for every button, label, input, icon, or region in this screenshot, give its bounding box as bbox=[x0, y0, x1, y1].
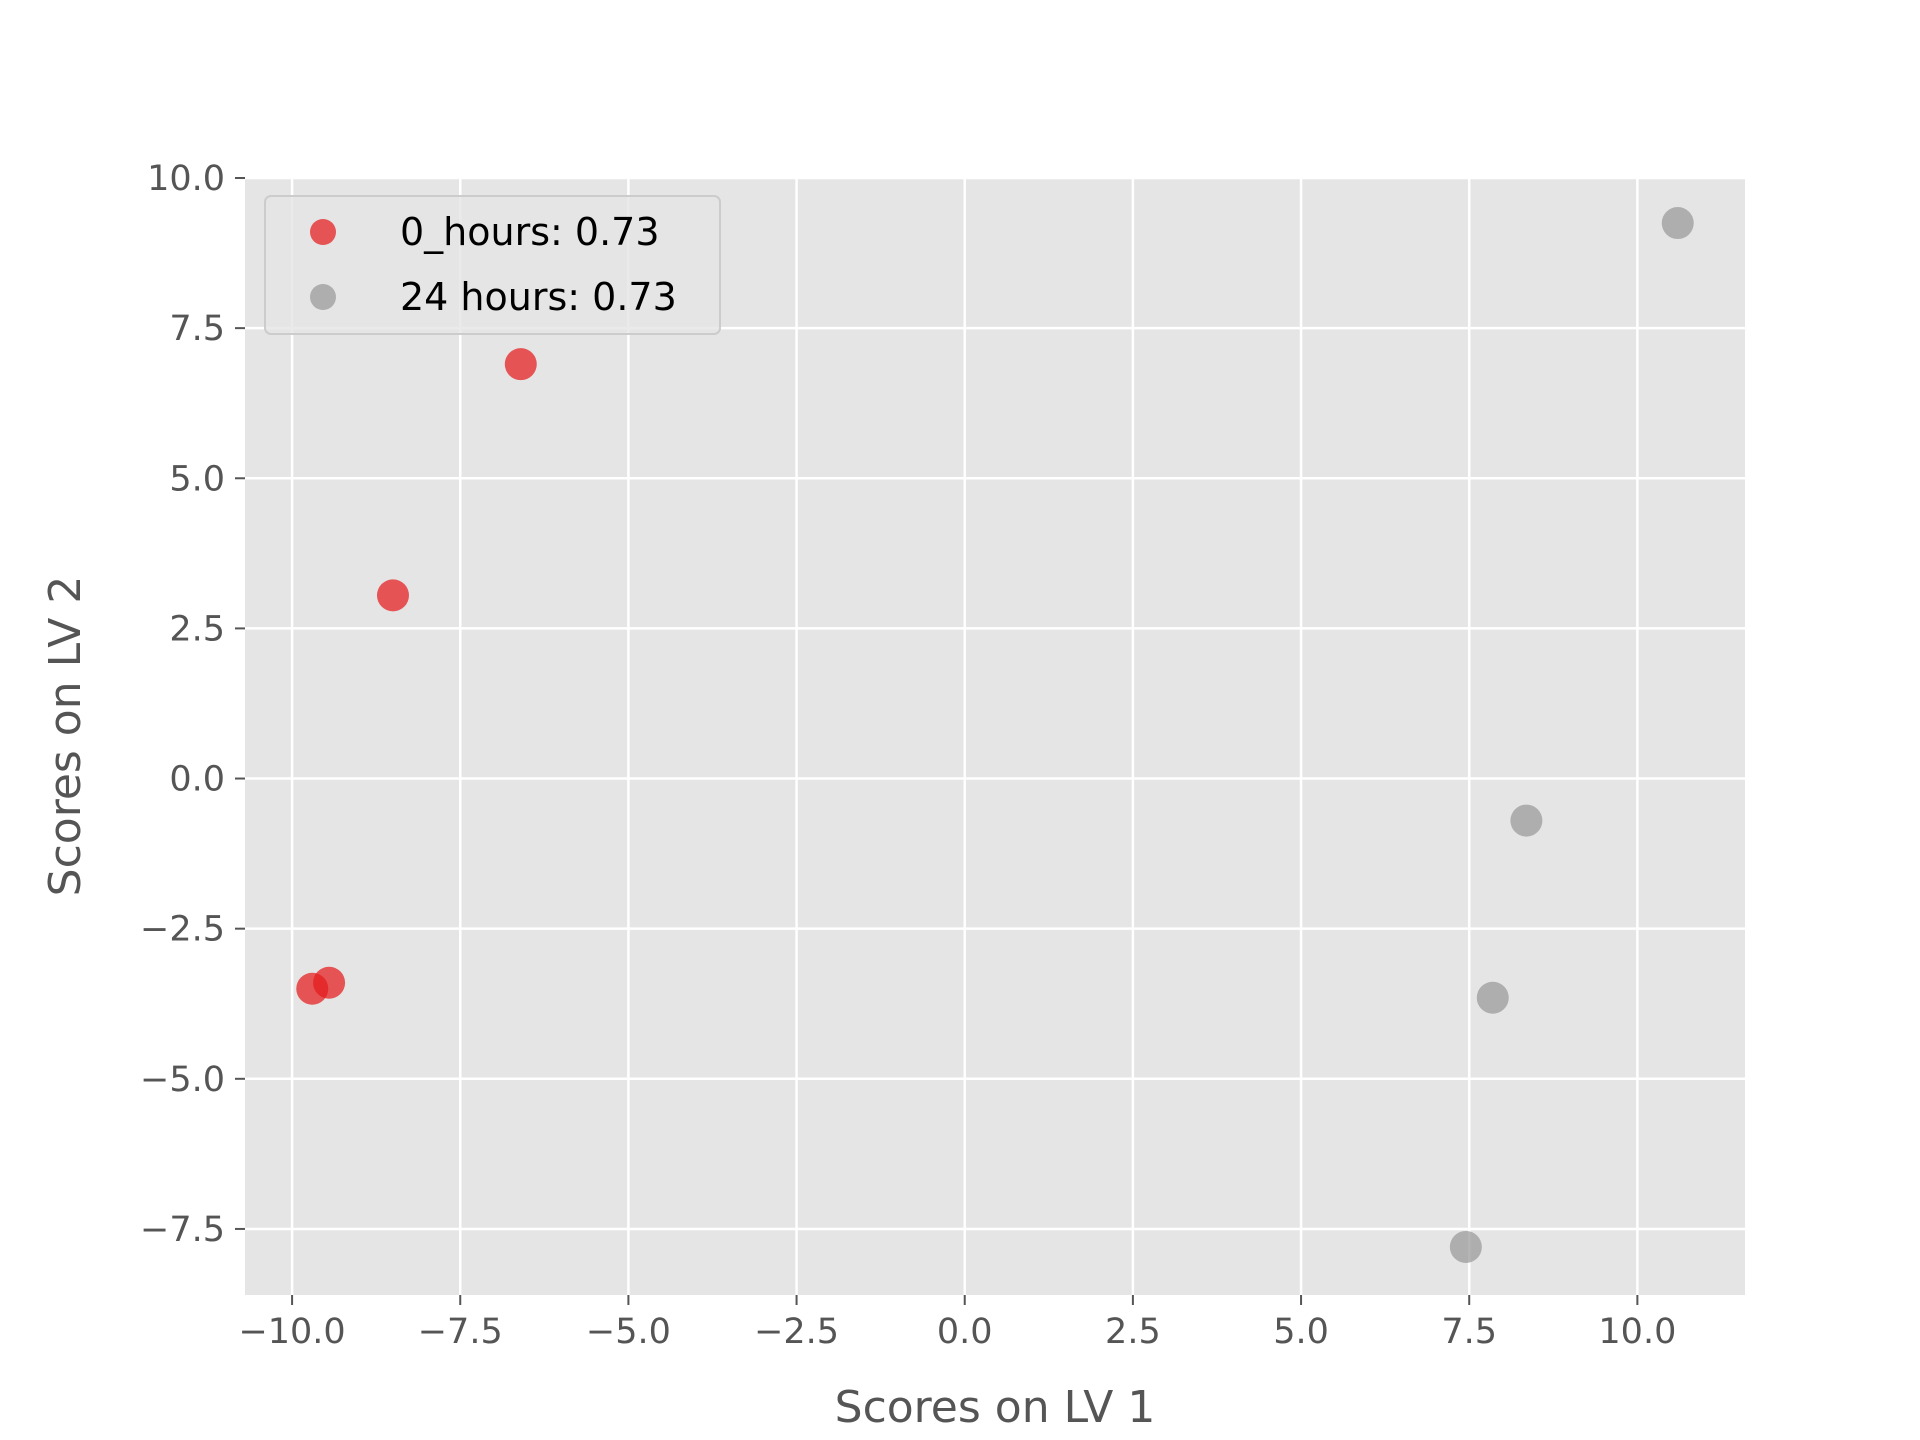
legend-marker bbox=[310, 284, 336, 310]
legend: 0_hours: 0.73 24 hours: 0.73 bbox=[264, 195, 721, 335]
x-tick-label: 10.0 bbox=[1598, 1312, 1676, 1352]
legend-label: 24 hours: 0.73 bbox=[400, 275, 677, 319]
legend-box bbox=[264, 195, 721, 335]
x-tick-label: 5.0 bbox=[1273, 1312, 1329, 1352]
y-axis-label: Scores on LV 2 bbox=[40, 576, 91, 897]
y-tick-label: 7.5 bbox=[169, 309, 225, 349]
series-1-point bbox=[1476, 981, 1509, 1014]
y-tick-label: 10.0 bbox=[147, 159, 225, 199]
legend-marker bbox=[310, 219, 336, 245]
legend-label: 0_hours: 0.73 bbox=[400, 210, 660, 254]
series-1-point bbox=[1661, 207, 1694, 240]
x-tick-label: −2.5 bbox=[754, 1312, 839, 1352]
series-1-point bbox=[1449, 1230, 1482, 1263]
y-tick-label: 2.5 bbox=[169, 609, 225, 649]
x-tick-label: 2.5 bbox=[1105, 1312, 1161, 1352]
plot-area bbox=[245, 178, 1745, 1295]
series-0-point bbox=[504, 348, 537, 381]
y-tick-label: −2.5 bbox=[140, 910, 225, 950]
grid-lines bbox=[245, 176, 1745, 1295]
y-tick-label: 0.0 bbox=[169, 760, 225, 800]
data-points bbox=[296, 207, 1694, 1263]
x-tick-label: −10.0 bbox=[238, 1312, 345, 1352]
y-axis-ticks: −7.5 −5.0 −2.5 0.0 2.5 5.0 7.5 10.0 bbox=[140, 159, 245, 1250]
x-tick-label: 0.0 bbox=[937, 1312, 993, 1352]
x-tick-label: 7.5 bbox=[1441, 1312, 1497, 1352]
x-axis-label: Scores on LV 1 bbox=[835, 1382, 1156, 1433]
y-tick-label: −7.5 bbox=[140, 1210, 225, 1250]
series-1-point bbox=[1510, 804, 1543, 837]
x-tick-label: −5.0 bbox=[586, 1312, 671, 1352]
y-tick-label: 5.0 bbox=[169, 459, 225, 499]
x-tick-label: −7.5 bbox=[418, 1312, 503, 1352]
series-0-point bbox=[296, 972, 329, 1005]
y-tick-label: −5.0 bbox=[140, 1060, 225, 1100]
x-axis-ticks: −10.0 −7.5 −5.0 −2.5 0.0 2.5 5.0 7.5 10.0 bbox=[238, 1295, 1676, 1352]
series-0-point bbox=[376, 579, 409, 612]
